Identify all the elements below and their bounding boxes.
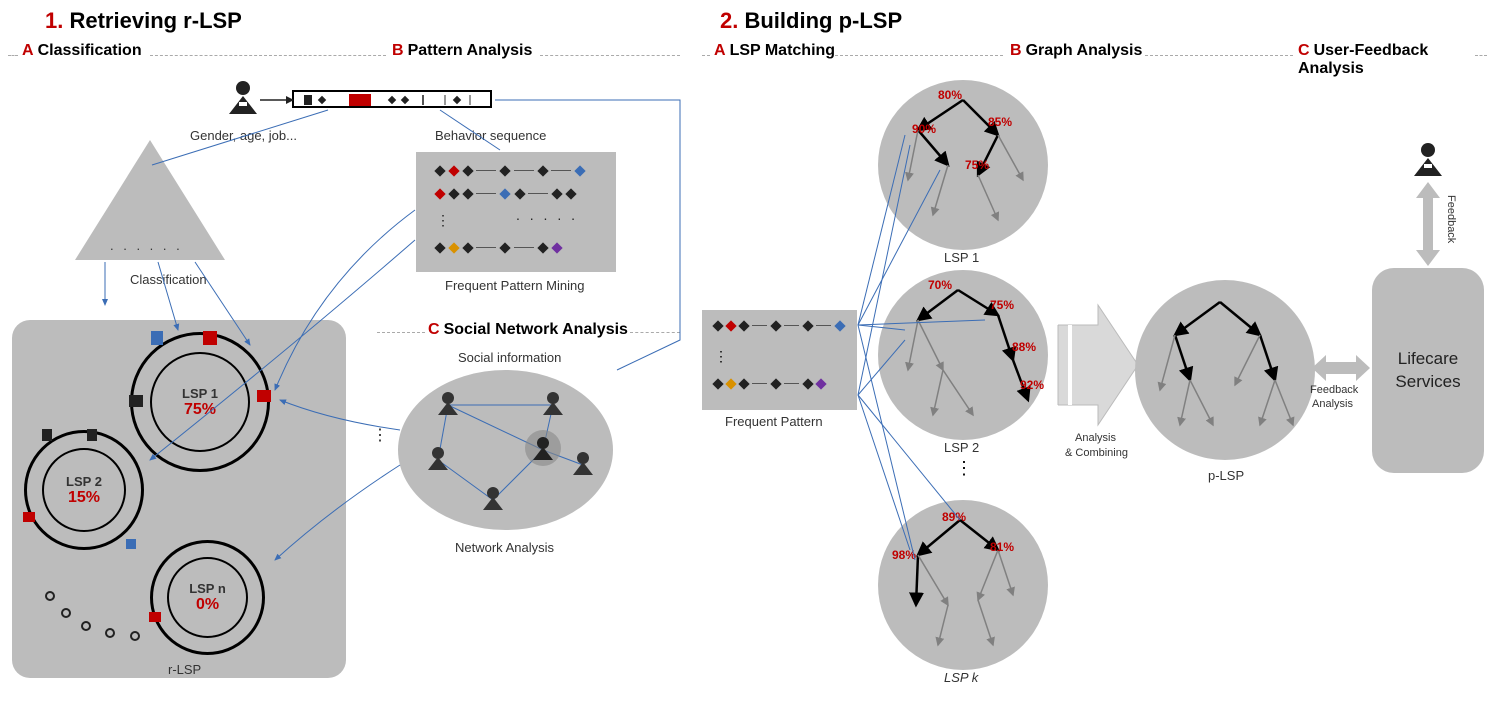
- label-plsp: p-LSP: [1208, 468, 1244, 483]
- services-label: Lifecare Services: [1372, 348, 1484, 392]
- divider: [150, 55, 386, 56]
- label-fp: Frequent Pattern: [725, 414, 823, 429]
- pattern-box: ⋮ . . . . .: [416, 152, 616, 272]
- sub2-a: ALSP Matching: [714, 42, 835, 60]
- lsp1-name: LSP 1: [182, 386, 218, 401]
- sub-b-pattern: BPattern Analysis: [392, 42, 532, 60]
- divider: [702, 55, 710, 56]
- big-arrow-icon: [1053, 300, 1143, 430]
- divider: [630, 332, 680, 333]
- dots: . . . . . .: [110, 238, 183, 253]
- sub2-c: CUser-Feedback Analysis: [1298, 42, 1492, 78]
- lsp2-inner: LSP 2 15%: [42, 448, 126, 532]
- label-combining: & Combining: [1065, 447, 1128, 459]
- double-arrow-icon: [1312, 352, 1370, 384]
- label-lsp1: LSP 1: [944, 250, 979, 265]
- lspn-name: LSP n: [189, 581, 226, 596]
- divider: [377, 332, 425, 333]
- pct: 85%: [988, 115, 1012, 129]
- pct: 75%: [990, 298, 1014, 312]
- arrow-icon: [258, 95, 294, 105]
- label-fb1: Feedback: [1310, 384, 1358, 396]
- label-rlsp: r-LSP: [168, 662, 201, 677]
- sub2-b: BGraph Analysis: [1010, 42, 1142, 60]
- label-lsp2: LSP 2: [944, 440, 979, 455]
- pct: 92%: [1020, 378, 1044, 392]
- label-analysis: Analysis: [1075, 432, 1116, 444]
- divider: [1475, 55, 1487, 56]
- pct: 81%: [990, 540, 1014, 554]
- label-behavior: Behavior sequence: [435, 128, 546, 143]
- person-icon-right: [1410, 140, 1446, 178]
- pct: 98%: [892, 548, 916, 562]
- dots-vert: ⋮: [372, 425, 388, 445]
- label-socialinfo: Social information: [458, 350, 561, 365]
- graph-lsp1: [878, 80, 1048, 250]
- lsp1-pct: 75%: [184, 401, 216, 419]
- label-fb2: Analysis: [1312, 398, 1353, 410]
- section1-title: 1. Retrieving r-LSP: [45, 8, 242, 34]
- label-classification: Classification: [130, 272, 207, 287]
- lsp1-inner: LSP 1 75%: [150, 352, 250, 452]
- label-fpm: Frequent Pattern Mining: [445, 278, 584, 293]
- dots-vert2: ⋮: [955, 458, 973, 479]
- sub-a-classification: AClassification: [22, 42, 142, 60]
- section2-title: 2. Building p-LSP: [720, 8, 902, 34]
- lsp2-name: LSP 2: [66, 474, 102, 489]
- behavior-bar: [292, 90, 492, 108]
- social-circle: [398, 370, 613, 530]
- pct: 80%: [938, 88, 962, 102]
- divider: [8, 55, 18, 56]
- graph-lsp2: [878, 270, 1048, 440]
- graph-lspk: [878, 500, 1048, 670]
- fp-panel: ⋮: [702, 310, 857, 410]
- label-gender: Gender, age, job...: [190, 128, 297, 143]
- lsp2-pct: 15%: [68, 489, 100, 507]
- pct: 88%: [1012, 340, 1036, 354]
- lspn-inner: LSP n 0%: [167, 557, 248, 638]
- pct: 89%: [942, 510, 966, 524]
- label-netanalysis: Network Analysis: [455, 540, 554, 555]
- divider: [540, 55, 680, 56]
- pct: 70%: [928, 278, 952, 292]
- lspn-pct: 0%: [196, 596, 219, 614]
- label-lspk: LSP k: [944, 670, 978, 685]
- pct: 90%: [912, 122, 936, 136]
- sub-c-social: CSocial Network Analysis: [428, 321, 628, 339]
- plsp-circle: [1135, 280, 1315, 460]
- services-box: Lifecare Services: [1372, 268, 1484, 473]
- label-feedback-v: Feedback: [1445, 195, 1457, 243]
- pct: 75%: [965, 158, 989, 172]
- divider: [835, 55, 1003, 56]
- vert-double-arrow-icon: [1414, 182, 1442, 266]
- divider: [1145, 55, 1293, 56]
- person-icon: [225, 78, 261, 116]
